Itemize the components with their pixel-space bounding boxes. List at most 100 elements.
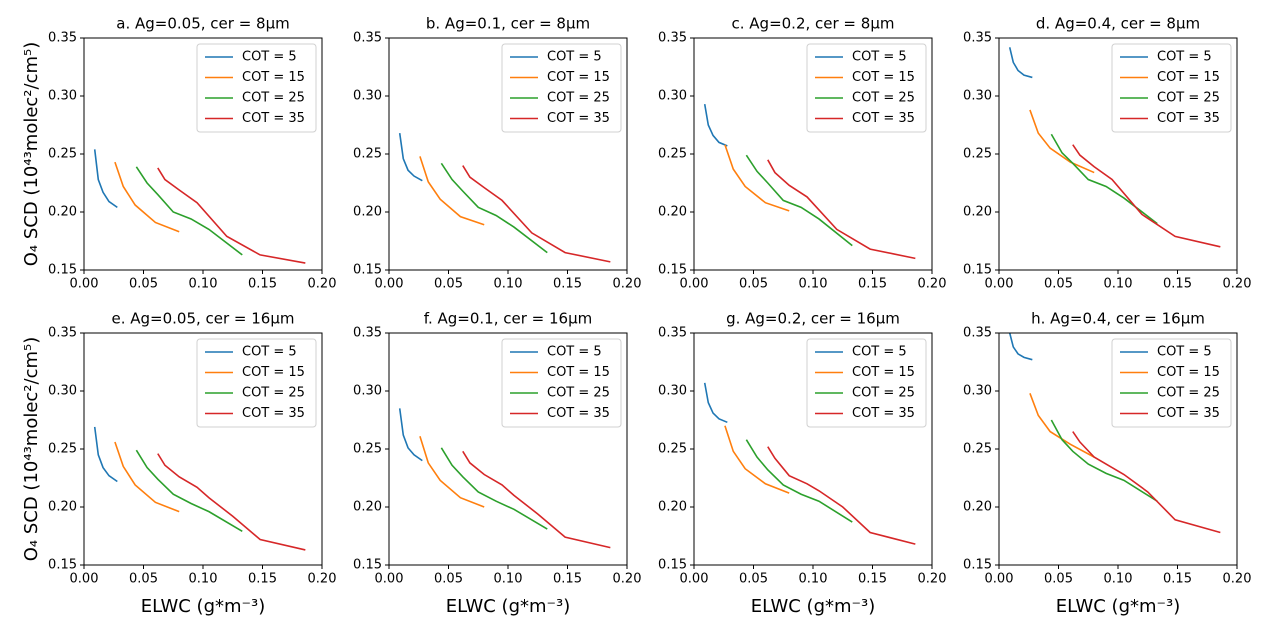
x-tick-label: 0.20 xyxy=(613,277,642,292)
y-tick-label: 0.35 xyxy=(48,31,77,46)
x-tick-label: 0.05 xyxy=(434,277,463,292)
subplot-title: a. Ag=0.05, cer = 8μm xyxy=(116,15,289,33)
x-tick-label: 0.20 xyxy=(308,572,337,587)
x-tick-label: 0.15 xyxy=(1163,572,1192,587)
y-tick-label: 0.35 xyxy=(658,326,687,341)
data-line xyxy=(703,382,728,424)
data-line xyxy=(419,436,485,508)
legend-label: COT = 5 xyxy=(242,50,297,65)
legend-label: COT = 25 xyxy=(1157,386,1220,401)
x-axis-label: ELWC (g*m⁻³) xyxy=(1056,596,1181,617)
subplot: e. Ag=0.05, cer = 16μm 0.00 0.05 0.10 0.15 0.… xyxy=(21,310,336,618)
x-tick-label: 0.05 xyxy=(1044,572,1073,587)
data-line xyxy=(93,426,118,483)
legend-box xyxy=(501,43,622,133)
x-tick-label: 0.00 xyxy=(680,572,709,587)
data-line xyxy=(135,166,243,256)
y-tick-label: 0.25 xyxy=(48,442,77,457)
legend-label: COT = 15 xyxy=(1157,70,1220,85)
data-line xyxy=(1008,332,1033,361)
legend-box xyxy=(196,338,317,428)
data-line xyxy=(703,103,728,147)
subplot-title: b. Ag=0.1, cer = 8μm xyxy=(426,15,590,33)
axes-frame xyxy=(693,37,933,271)
legend-label: COT = 35 xyxy=(242,111,305,126)
x-tick-label: 0.10 xyxy=(1104,277,1133,292)
x-tick-label: 0.10 xyxy=(494,277,523,292)
y-tick-label: 0.35 xyxy=(353,326,382,341)
x-axis-label: ELWC (g*m⁻³) xyxy=(141,596,266,617)
x-tick-label: 0.10 xyxy=(799,277,828,292)
y-tick-label: 0.30 xyxy=(963,384,992,399)
x-tick-label: 0.10 xyxy=(189,277,218,292)
data-line xyxy=(462,450,611,549)
legend-label: COT = 5 xyxy=(852,50,907,65)
x-tick-label: 0.00 xyxy=(70,572,99,587)
legend-label: COT = 5 xyxy=(1157,345,1212,360)
subplot: g. Ag=0.2, cer = 16μm 0.00 0.05 0.10 0.15 0.2… xyxy=(658,310,946,618)
data-line xyxy=(440,162,548,254)
subplot-title: g. Ag=0.2, cer = 16μm xyxy=(726,310,900,328)
subplot-title: f. Ag=0.1, cer = 16μm xyxy=(424,310,592,328)
data-line xyxy=(398,408,423,462)
data-line xyxy=(462,165,611,263)
data-line xyxy=(440,447,548,530)
x-tick-label: 0.05 xyxy=(1044,277,1073,292)
subplot-title: d. Ag=0.4, cer = 8μm xyxy=(1036,15,1200,33)
legend-label: COT = 35 xyxy=(852,111,915,126)
data-line xyxy=(1029,109,1095,174)
legend-label: COT = 35 xyxy=(547,406,610,421)
legend-label: COT = 25 xyxy=(242,91,305,106)
x-tick-label: 0.15 xyxy=(248,572,277,587)
legend-label: COT = 15 xyxy=(852,70,915,85)
y-tick-label: 0.20 xyxy=(658,205,687,220)
legend-label: COT = 15 xyxy=(547,365,610,380)
y-tick-label: 0.25 xyxy=(658,147,687,162)
y-tick-label: 0.20 xyxy=(48,205,77,220)
x-tick-label: 0.15 xyxy=(553,277,582,292)
x-tick-label: 0.10 xyxy=(189,572,218,587)
y-tick-label: 0.35 xyxy=(48,326,77,341)
data-line xyxy=(1072,144,1221,248)
x-tick-label: 0.20 xyxy=(1223,572,1252,587)
x-tick-label: 0.05 xyxy=(739,277,768,292)
axes-frame xyxy=(83,37,323,271)
y-tick-label: 0.35 xyxy=(658,31,687,46)
x-tick-label: 0.20 xyxy=(308,277,337,292)
x-tick-label: 0.00 xyxy=(70,277,99,292)
x-tick-label: 0.15 xyxy=(248,277,277,292)
y-tick-label: 0.15 xyxy=(658,558,687,573)
data-line xyxy=(93,149,118,209)
legend-label: COT = 35 xyxy=(1157,406,1220,421)
x-tick-label: 0.05 xyxy=(434,572,463,587)
subplot: c. Ag=0.2, cer = 8μm 0.00 0.05 0.10 0.15 0.20… xyxy=(658,15,946,292)
legend-box xyxy=(1111,338,1232,428)
legend-label: COT = 5 xyxy=(242,345,297,360)
x-tick-label: 0.20 xyxy=(613,572,642,587)
y-tick-label: 0.25 xyxy=(963,147,992,162)
subplot: a. Ag=0.05, cer = 8μm 0.00 0.05 0.10 0.15 0.2… xyxy=(21,15,336,292)
legend-label: COT = 5 xyxy=(547,50,602,65)
subplot-title: e. Ag=0.05, cer = 16μm xyxy=(111,310,294,328)
subplot: h. Ag=0.4, cer = 16μm 0.00 0.05 0.10 0.15 0.2… xyxy=(963,310,1251,618)
y-tick-label: 0.20 xyxy=(963,500,992,515)
x-tick-label: 0.15 xyxy=(858,572,887,587)
legend-label: COT = 35 xyxy=(1157,111,1220,126)
data-line xyxy=(745,154,853,247)
x-tick-label: 0.10 xyxy=(1104,572,1133,587)
x-tick-label: 0.20 xyxy=(918,572,947,587)
x-tick-label: 0.20 xyxy=(918,277,947,292)
x-tick-label: 0.10 xyxy=(799,572,828,587)
y-tick-label: 0.15 xyxy=(353,558,382,573)
y-tick-label: 0.35 xyxy=(963,326,992,341)
y-tick-label: 0.20 xyxy=(353,205,382,220)
subplot: f. Ag=0.1, cer = 16μm 0.00 0.05 0.10 0.15 0.2… xyxy=(353,310,641,618)
x-tick-label: 0.15 xyxy=(858,277,887,292)
x-axis-label: ELWC (g*m⁻³) xyxy=(751,596,876,617)
data-line xyxy=(135,449,243,533)
x-tick-label: 0.00 xyxy=(680,277,709,292)
y-axis-label: O₄ SCD (10⁴³molec²/cm⁵) xyxy=(21,42,42,267)
subplot: b. Ag=0.1, cer = 8μm 0.00 0.05 0.10 0.15 0.20… xyxy=(353,15,641,292)
x-axis-label: ELWC (g*m⁻³) xyxy=(446,596,571,617)
